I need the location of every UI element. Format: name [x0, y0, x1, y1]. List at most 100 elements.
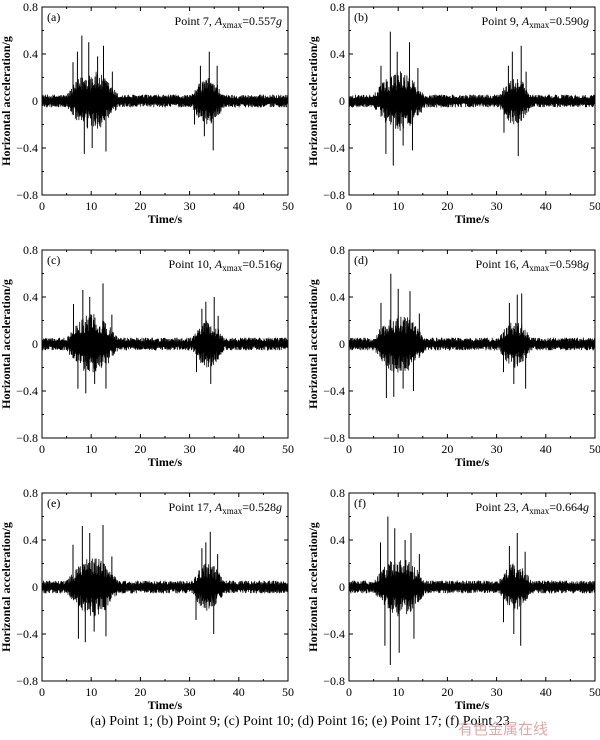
peak-symbol: A — [214, 14, 223, 28]
peak-unit: g — [583, 14, 589, 28]
y-axis-label: Horizontal acceleration/g — [0, 279, 13, 409]
chart-panel-e: −0.8 −0.4 0 0.4 0.8 0 10 20 30 40 50 Time/s Horizont… — [0, 486, 294, 712]
x-tick-label: 10 — [392, 442, 404, 456]
y-tick-label: 0.8 — [23, 486, 38, 500]
panel-tag: (b) — [354, 10, 368, 24]
x-tick-label: 10 — [392, 685, 404, 699]
y-tick-label: −0.8 — [16, 431, 38, 445]
x-axis-label: Time/s — [148, 698, 183, 712]
peak-annotation: Point 16, Axmax=0.598g — [476, 257, 589, 273]
chart-panel-d: −0.8 −0.4 0 0.4 0.8 0 10 20 30 40 50 Time/s Horizont… — [306, 243, 600, 469]
y-tick-label: −0.8 — [323, 431, 345, 445]
x-tick-label: 40 — [233, 685, 245, 699]
x-tick-label: 30 — [184, 199, 196, 213]
peak-unit: g — [276, 500, 282, 514]
x-tick-label: 20 — [441, 442, 453, 456]
y-tick-label: −0.8 — [16, 674, 38, 688]
x-tick-label: 0 — [39, 199, 45, 213]
chart-panel-c: −0.8 −0.4 0 0.4 0.8 0 10 20 30 40 50 Time/s Horizont… — [0, 243, 294, 469]
peak-value: =0.590 — [549, 14, 583, 28]
x-tick-label: 50 — [282, 685, 294, 699]
x-axis-label: Time/s — [455, 698, 490, 712]
x-tick-label: 0 — [346, 442, 352, 456]
x-tick-label: 50 — [589, 685, 600, 699]
x-tick-label: 20 — [134, 199, 146, 213]
peak-subscript: xmax — [222, 506, 242, 516]
y-tick-label: 0 — [339, 580, 345, 594]
x-axis-label: Time/s — [148, 212, 183, 226]
figure-caption: (a) Point 1; (b) Point 9; (c) Point 10; … — [90, 714, 510, 729]
acceleration-series — [41, 71, 289, 129]
peak-value: =0.528 — [242, 500, 276, 514]
x-tick-label: 40 — [540, 199, 552, 213]
peak-unit: g — [276, 257, 282, 271]
x-tick-label: 30 — [491, 442, 503, 456]
peak-subscript: xmax — [222, 20, 242, 30]
y-axis-label: Horizontal acceleration/g — [0, 36, 13, 166]
panel-tag: (c) — [47, 253, 60, 267]
x-tick-label: 20 — [441, 685, 453, 699]
x-tick-label: 30 — [491, 685, 503, 699]
x-tick-label: 30 — [491, 199, 503, 213]
peak-symbol: A — [521, 257, 530, 271]
acceleration-series — [348, 559, 596, 617]
y-tick-label: −0.8 — [323, 674, 345, 688]
y-tick-label: 0.4 — [330, 290, 345, 304]
y-tick-label: −0.8 — [323, 188, 345, 202]
y-axis-label: Horizontal acceleration/g — [0, 522, 13, 652]
point-label: Point 16, — [476, 257, 522, 271]
y-tick-label: −0.4 — [16, 141, 38, 155]
peak-symbol: A — [214, 500, 223, 514]
y-tick-label: −0.4 — [323, 141, 345, 155]
x-tick-label: 10 — [85, 199, 97, 213]
y-axis-label: Horizontal acceleration/g — [306, 522, 320, 652]
peak-annotation: Point 10, Axmax=0.516g — [169, 257, 282, 273]
x-tick-label: 30 — [184, 442, 196, 456]
x-tick-label: 40 — [233, 199, 245, 213]
peak-value: =0.516 — [242, 257, 276, 271]
chart-panel-b: −0.8 −0.4 0 0.4 0.8 0 10 20 30 40 50 Time/s Horizont… — [306, 0, 600, 226]
panel-tag: (f) — [354, 496, 366, 510]
peak-unit: g — [583, 257, 589, 271]
peak-annotation: Point 17, Axmax=0.528g — [169, 500, 282, 516]
panel-tag: (a) — [47, 10, 60, 24]
x-tick-label: 0 — [346, 685, 352, 699]
point-label: Point 17, — [169, 500, 215, 514]
x-tick-label: 40 — [233, 442, 245, 456]
peak-annotation: Point 23, Axmax=0.664g — [476, 500, 589, 516]
y-tick-label: 0 — [339, 94, 345, 108]
x-tick-label: 50 — [282, 442, 294, 456]
y-tick-label: 0.8 — [23, 243, 38, 257]
x-tick-label: 40 — [540, 442, 552, 456]
y-tick-label: 0.4 — [23, 290, 38, 304]
y-tick-label: 0 — [339, 337, 345, 351]
y-tick-label: 0.4 — [23, 533, 38, 547]
x-tick-label: 50 — [589, 199, 600, 213]
peak-subscript: xmax — [529, 506, 549, 516]
x-tick-label: 20 — [441, 199, 453, 213]
peak-symbol: A — [521, 14, 530, 28]
y-tick-label: 0 — [32, 337, 38, 351]
y-tick-label: 0.4 — [330, 533, 345, 547]
peak-subscript: xmax — [529, 263, 549, 273]
chart-panel-a: −0.8 −0.4 0 0.4 0.8 0 10 20 30 40 50 Time/s Horizont… — [0, 0, 294, 226]
y-tick-label: 0.8 — [330, 486, 345, 500]
acceleration-series — [41, 558, 289, 617]
y-axis-label: Horizontal acceleration/g — [306, 36, 320, 166]
watermark: 有色金属在线 — [458, 720, 549, 738]
y-tick-label: 0 — [32, 580, 38, 594]
x-tick-label: 20 — [134, 685, 146, 699]
point-label: Point 23, — [476, 500, 522, 514]
y-tick-label: −0.4 — [16, 627, 38, 641]
acceleration-series — [348, 314, 596, 373]
x-tick-label: 50 — [589, 442, 600, 456]
x-tick-label: 10 — [85, 442, 97, 456]
peak-subscript: xmax — [529, 20, 549, 30]
y-axis-label: Horizontal acceleration/g — [306, 279, 320, 409]
x-axis-label: Time/s — [455, 455, 490, 469]
peak-value: =0.664 — [549, 500, 583, 514]
y-tick-label: −0.4 — [323, 627, 345, 641]
y-tick-label: 0.4 — [23, 47, 38, 61]
y-tick-label: −0.8 — [16, 188, 38, 202]
x-tick-label: 0 — [39, 442, 45, 456]
